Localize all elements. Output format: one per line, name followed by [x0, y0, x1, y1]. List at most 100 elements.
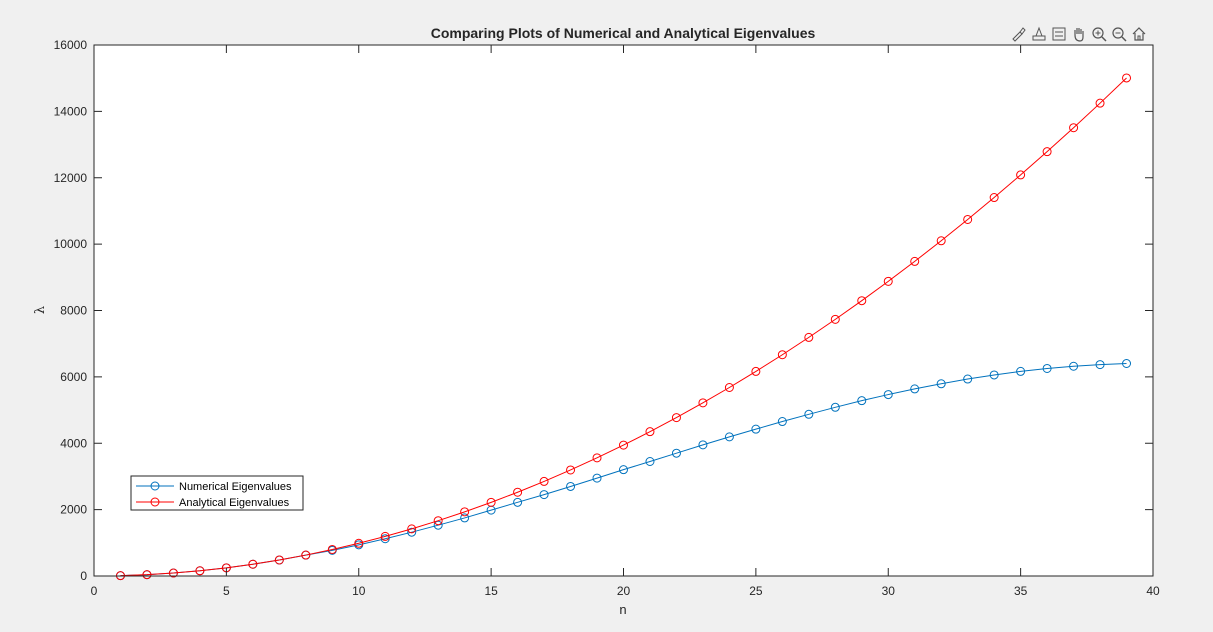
- pan-icon[interactable]: [1070, 24, 1088, 44]
- data-point: [671, 413, 681, 423]
- x-tick-label: 5: [223, 584, 230, 598]
- data-point: [830, 314, 840, 324]
- chart-title: Comparing Plots of Numerical and Analyti…: [431, 25, 816, 41]
- data-point: [645, 457, 655, 467]
- brush-icon[interactable]: [1010, 24, 1028, 44]
- y-tick-label: 14000: [54, 104, 88, 118]
- data-point: [566, 465, 576, 475]
- data-point: [142, 570, 152, 580]
- data-point: [857, 396, 867, 406]
- data-point: [645, 427, 655, 437]
- data-point: [539, 490, 549, 500]
- data-point: [592, 473, 602, 483]
- data-point: [1069, 123, 1079, 133]
- legend[interactable]: Numerical Eigenvalues Analytical Eigenval…: [130, 475, 304, 511]
- data-point: [274, 555, 284, 565]
- legend-marker: [150, 481, 160, 491]
- y-tick-label: 12000: [54, 171, 88, 185]
- legend-icon[interactable]: [1050, 24, 1068, 44]
- legend-box: [130, 475, 304, 511]
- data-point: [989, 370, 999, 380]
- data-point: [1122, 359, 1132, 369]
- data-point: [883, 390, 893, 400]
- legend-item[interactable]: Analytical Eigenvalues: [136, 497, 290, 509]
- x-tick-label: 40: [1146, 584, 1160, 598]
- data-point: [989, 193, 999, 203]
- data-point: [751, 366, 761, 376]
- data-point: [1016, 170, 1026, 180]
- y-tick-label: 2000: [60, 503, 87, 517]
- series-analytical: [115, 73, 1132, 581]
- x-tick-label: 35: [1014, 584, 1028, 598]
- data-point: [830, 402, 840, 412]
- data-point: [963, 214, 973, 224]
- data-point: [380, 531, 390, 541]
- home-icon[interactable]: [1130, 24, 1148, 44]
- data-point: [327, 544, 337, 554]
- data-point: [619, 465, 628, 475]
- data-point: [1042, 147, 1052, 157]
- data-point: [1095, 360, 1105, 370]
- series-line: [120, 77, 1127, 577]
- x-tick-label: 25: [749, 584, 763, 598]
- x-tick-label: 0: [91, 584, 98, 598]
- data-point: [936, 379, 946, 389]
- data-point: [460, 507, 470, 517]
- data-point: [777, 417, 787, 427]
- data-point: [910, 384, 920, 394]
- data-point: [777, 350, 787, 360]
- x-tick-label: 30: [882, 584, 896, 598]
- data-point: [513, 487, 523, 497]
- legend-item[interactable]: Numerical Eigenvalues: [136, 481, 292, 493]
- legend-label: Analytical Eigenvalues: [179, 497, 290, 509]
- data-point: [248, 559, 258, 569]
- data-point: [301, 550, 311, 560]
- figure-toolbar: [1010, 24, 1148, 44]
- data-point: [1042, 363, 1052, 373]
- y-tick-label: 6000: [60, 370, 87, 384]
- data-point: [566, 481, 576, 491]
- data-point: [936, 236, 946, 246]
- data-point: [804, 409, 814, 419]
- x-tick-label: 15: [484, 584, 498, 598]
- x-tick-label: 10: [352, 584, 366, 598]
- y-tick-label: 4000: [60, 436, 87, 450]
- data-point: [380, 534, 390, 544]
- zoom-out-icon[interactable]: [1110, 24, 1128, 44]
- data-point: [460, 513, 470, 523]
- data-point: [1095, 98, 1105, 108]
- data-point: [671, 448, 681, 458]
- data-point: [698, 398, 708, 408]
- data-point: [1122, 73, 1132, 83]
- data-point: [407, 524, 417, 534]
- data-point: [698, 440, 708, 450]
- data-point: [724, 432, 734, 442]
- y-tick-label: 10000: [54, 237, 88, 251]
- data-point: [168, 568, 178, 578]
- legend-marker: [150, 497, 160, 507]
- data-point: [724, 382, 734, 392]
- y-tick-label: 0: [80, 569, 87, 583]
- data-point: [433, 516, 443, 526]
- zoom-in-icon[interactable]: [1090, 24, 1108, 44]
- data-point: [592, 453, 602, 463]
- data-point: [883, 276, 893, 286]
- data-point: [1016, 366, 1026, 376]
- data-point: [963, 374, 973, 384]
- data-point: [804, 332, 814, 342]
- data-point: [195, 566, 205, 576]
- y-tick-label: 16000: [54, 38, 88, 52]
- data-point: [619, 440, 628, 450]
- data-point: [486, 497, 496, 507]
- x-tick-label: 20: [617, 584, 631, 598]
- data-point: [354, 538, 364, 548]
- x-axis-label: n: [619, 602, 626, 617]
- data-point: [513, 497, 523, 507]
- data-point: [407, 527, 417, 537]
- y-tick-label: 8000: [60, 304, 87, 318]
- data-point: [910, 256, 920, 266]
- data-tips-icon[interactable]: [1030, 24, 1048, 44]
- data-point: [857, 296, 867, 306]
- data-point: [539, 476, 549, 486]
